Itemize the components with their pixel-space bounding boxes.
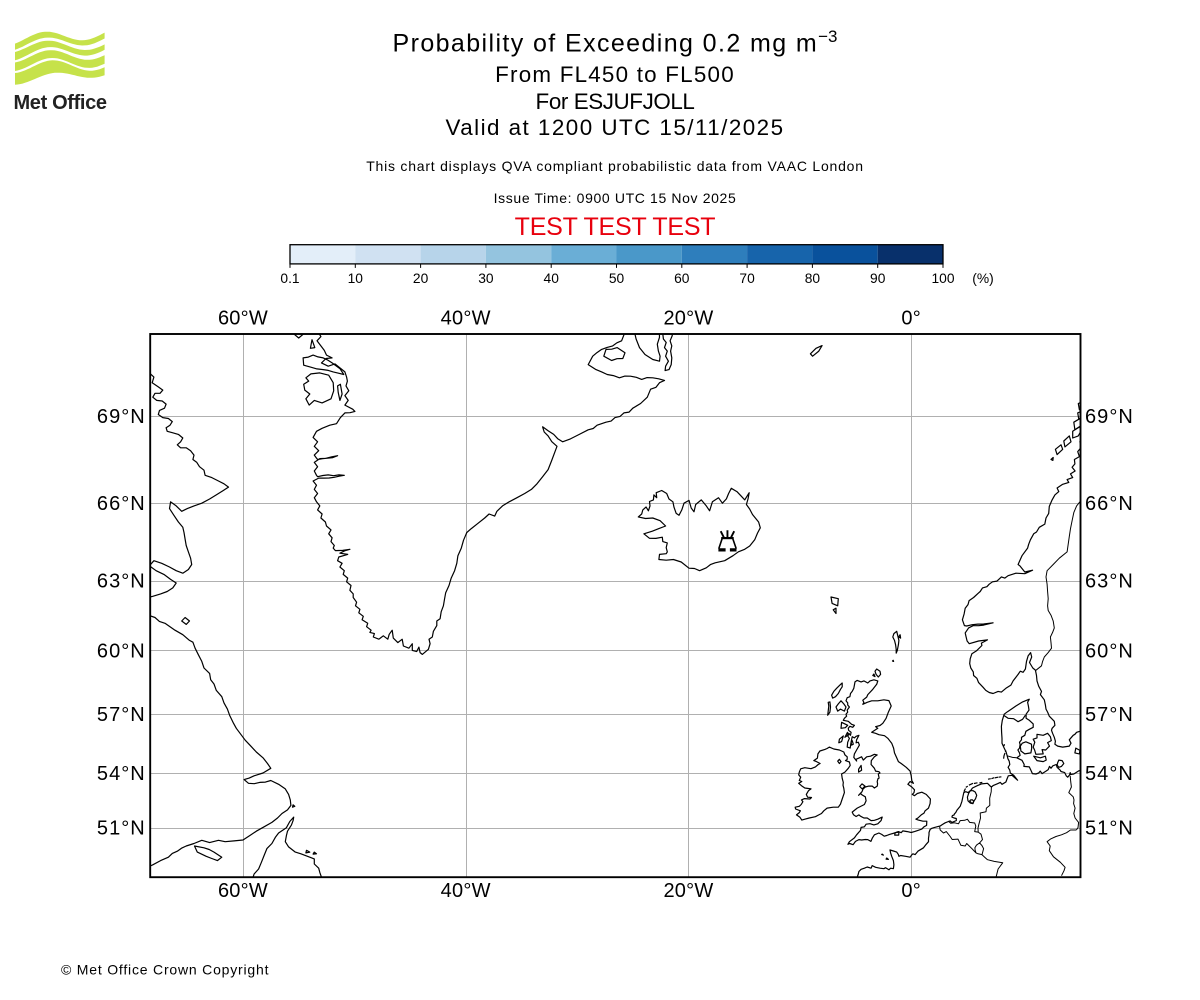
svg-text:(%): (%) (972, 271, 993, 286)
svg-text:54°N: 54°N (1085, 763, 1134, 785)
svg-text:40°W: 40°W (441, 880, 491, 902)
svg-text:57°N: 57°N (1085, 704, 1134, 726)
svg-text:54°N: 54°N (97, 763, 146, 785)
svg-text:60°N: 60°N (1085, 640, 1134, 662)
svg-text:10: 10 (348, 271, 364, 286)
svg-text:60°N: 60°N (97, 640, 146, 662)
svg-text:80: 80 (805, 271, 821, 286)
svg-text:70: 70 (739, 271, 755, 286)
svg-text:50: 50 (609, 271, 625, 286)
svg-text:51°N: 51°N (1085, 818, 1134, 840)
svg-text:20°W: 20°W (663, 307, 713, 329)
svg-text:69°N: 69°N (1085, 406, 1134, 428)
svg-text:60°W: 60°W (218, 307, 268, 329)
svg-text:20: 20 (413, 271, 429, 286)
svg-text:Met Office: Met Office (14, 92, 107, 114)
svg-text:66°N: 66°N (1085, 493, 1134, 515)
svg-text:51°N: 51°N (97, 818, 146, 840)
svg-text:20°W: 20°W (663, 880, 713, 902)
svg-text:90: 90 (870, 271, 886, 286)
svg-text:63°N: 63°N (1085, 571, 1134, 593)
svg-text:100: 100 (931, 271, 954, 286)
svg-text:30: 30 (478, 271, 494, 286)
svg-text:63°N: 63°N (97, 571, 146, 593)
svg-text:40°W: 40°W (441, 307, 491, 329)
svg-text:69°N: 69°N (97, 406, 146, 428)
svg-text:40: 40 (544, 271, 560, 286)
svg-text:66°N: 66°N (97, 493, 146, 515)
svg-text:60°W: 60°W (218, 880, 268, 902)
svg-text:57°N: 57°N (97, 704, 146, 726)
svg-text:0°: 0° (901, 307, 921, 329)
svg-text:© Met Office Crown Copyright: © Met Office Crown Copyright (61, 962, 269, 978)
svg-text:0°: 0° (901, 880, 921, 902)
svg-text:60: 60 (674, 271, 690, 286)
svg-text:0.1: 0.1 (280, 271, 299, 286)
